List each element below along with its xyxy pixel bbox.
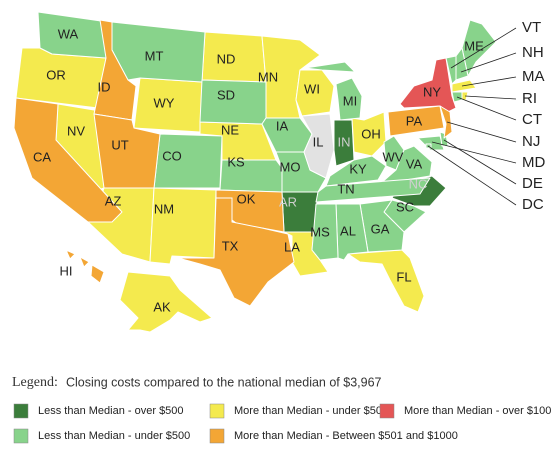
state-label: WA xyxy=(58,26,79,41)
legend-entry: More than Median - under $500 xyxy=(234,405,388,417)
legend-label: Legend: xyxy=(12,375,58,390)
state-labels: IN AR NC OR ND MN WI WY NE OH NV AZ NM LA FL AK MA RI NY WA… xyxy=(33,19,546,314)
callout-line xyxy=(443,139,517,185)
state-label: UT xyxy=(111,137,128,152)
legend-swatch xyxy=(13,428,29,444)
state-label: OR xyxy=(46,67,66,82)
callout-line xyxy=(464,95,517,100)
state xyxy=(65,249,76,260)
state xyxy=(13,97,123,223)
callout-line xyxy=(431,141,517,164)
state xyxy=(455,47,469,81)
state-label: VA xyxy=(406,156,423,171)
state-label: MO xyxy=(280,159,301,174)
state-label: MD xyxy=(522,154,545,171)
state-label: IL xyxy=(313,134,324,149)
state-label: OK xyxy=(237,191,256,206)
state-label: ME xyxy=(464,38,484,53)
state xyxy=(90,264,105,284)
state xyxy=(301,113,335,179)
state-label: PA xyxy=(406,113,423,128)
state-label: NJ xyxy=(522,133,540,150)
state-label: NC xyxy=(409,176,428,191)
state-label: WI xyxy=(304,81,320,96)
state-label: DC xyxy=(522,196,544,213)
state-label: SC xyxy=(396,199,414,214)
legend-caption: Closing costs compared to the national m… xyxy=(66,375,382,389)
state xyxy=(333,119,355,167)
state-label: NE xyxy=(221,122,239,137)
state-label: AZ xyxy=(105,193,122,208)
state xyxy=(347,249,425,313)
state-label: CT xyxy=(522,111,542,128)
state-label: CA xyxy=(33,149,51,164)
state-label: TN xyxy=(337,181,354,196)
callout-line xyxy=(460,52,517,73)
state-label: KS xyxy=(227,154,245,169)
state-label: LA xyxy=(284,239,300,254)
state xyxy=(311,203,339,261)
state xyxy=(304,61,356,73)
callout-line xyxy=(456,96,517,121)
state xyxy=(335,77,363,121)
state-label: MI xyxy=(343,93,357,108)
legend-swatch xyxy=(209,428,225,444)
state-label: KY xyxy=(349,161,367,176)
state-label: AL xyxy=(340,223,356,238)
state xyxy=(315,177,431,203)
callout-line xyxy=(446,121,517,143)
state-label: VT xyxy=(522,19,541,36)
legend-swatch xyxy=(209,403,225,419)
state xyxy=(93,113,161,189)
callout-line xyxy=(450,27,517,69)
state-label: NM xyxy=(154,201,174,216)
legend-entry: Less than Median - under $500 xyxy=(38,430,190,442)
state-label: NV xyxy=(67,123,85,138)
state-label: FL xyxy=(396,269,411,284)
states xyxy=(13,11,497,333)
state xyxy=(119,271,213,333)
state-label: RI xyxy=(522,90,537,107)
state xyxy=(79,256,90,268)
state-label: MT xyxy=(145,48,164,63)
state xyxy=(399,57,457,113)
state-label: MA xyxy=(522,68,545,85)
state xyxy=(93,19,137,121)
legend-swatch xyxy=(379,403,395,419)
state xyxy=(439,105,453,139)
state-label: WV xyxy=(383,149,404,164)
state-label: AK xyxy=(153,299,171,314)
state-label: IN xyxy=(338,134,351,149)
state xyxy=(37,11,109,59)
legend-entry: Less than Median - over $500 xyxy=(38,405,184,417)
callout-line xyxy=(427,145,517,206)
legend-swatch xyxy=(13,403,29,419)
state-label: NY xyxy=(423,84,441,99)
state-label: SD xyxy=(217,87,235,102)
state-label: MN xyxy=(258,69,278,84)
state-label: WY xyxy=(154,95,175,110)
state xyxy=(177,197,295,307)
state-label: IA xyxy=(276,118,289,133)
state-label: GA xyxy=(371,221,390,236)
state-label: ID xyxy=(98,79,111,94)
state-label: AR xyxy=(279,194,297,209)
state xyxy=(149,187,217,265)
callout-line xyxy=(461,76,517,87)
state-label: CO xyxy=(162,148,182,163)
state-label: DE xyxy=(522,175,543,192)
state-label: MS xyxy=(310,224,330,239)
state xyxy=(387,105,445,137)
legend-entry: More than Median - over $1000 xyxy=(404,405,551,417)
state-label: TX xyxy=(222,238,239,253)
legend-entry: More than Median - Between $501 and $100… xyxy=(234,430,458,442)
state-label: OH xyxy=(361,126,381,141)
state-label: NH xyxy=(522,44,544,61)
legend: Less than Median - over $500 More than Me… xyxy=(13,403,551,444)
state-label: ND xyxy=(217,51,236,66)
state-label: HI xyxy=(60,263,73,278)
